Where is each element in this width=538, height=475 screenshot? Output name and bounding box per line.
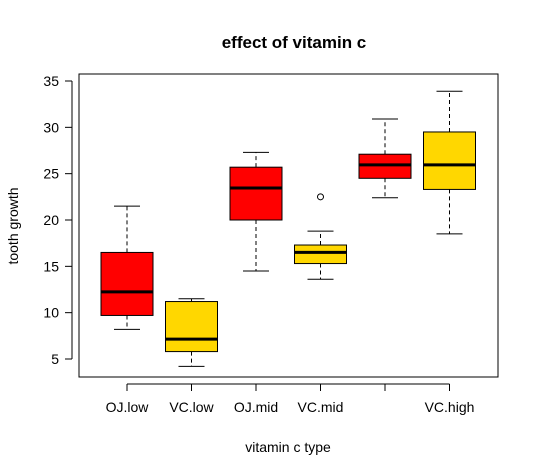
y-tick-label: 5 [51, 351, 59, 367]
box-oj-mid [229, 151, 283, 272]
box-series [100, 90, 476, 367]
box-oj-low [100, 205, 154, 330]
box-rect [423, 131, 476, 190]
x-tick-label: VC.mid [298, 399, 344, 415]
y-tick-label: 20 [43, 212, 59, 228]
y-axis: 5 10 15 20 25 30 35 [43, 73, 73, 367]
y-tick-label: 35 [43, 73, 59, 89]
y-tick-label: 15 [43, 258, 59, 274]
y-tick-label: 25 [43, 166, 59, 182]
x-tick-label: VC.high [425, 399, 475, 415]
x-tick-label: OJ.mid [234, 399, 278, 415]
plot-frame [78, 73, 499, 378]
y-tick-label: 30 [43, 119, 59, 135]
box-rect [100, 251, 154, 316]
outlier-point [317, 193, 324, 201]
box-vc-mid [294, 193, 347, 280]
box-rect [294, 244, 347, 265]
chart-title: effect of vitamin c [222, 33, 367, 52]
box-rect [229, 166, 283, 221]
box-vc-low [165, 298, 218, 367]
x-axis-label: vitamin c type [245, 439, 331, 455]
y-axis-label: tooth growth [5, 187, 21, 264]
box-vc-high [423, 90, 476, 235]
x-axis: OJ.low VC.low OJ.mid VC.mid VC.high [106, 383, 475, 415]
box-unlabeled [358, 118, 412, 199]
x-tick-label: VC.low [169, 399, 214, 415]
box-rect [165, 301, 218, 353]
y-tick-label: 10 [43, 305, 59, 321]
x-tick-label: OJ.low [106, 399, 150, 415]
